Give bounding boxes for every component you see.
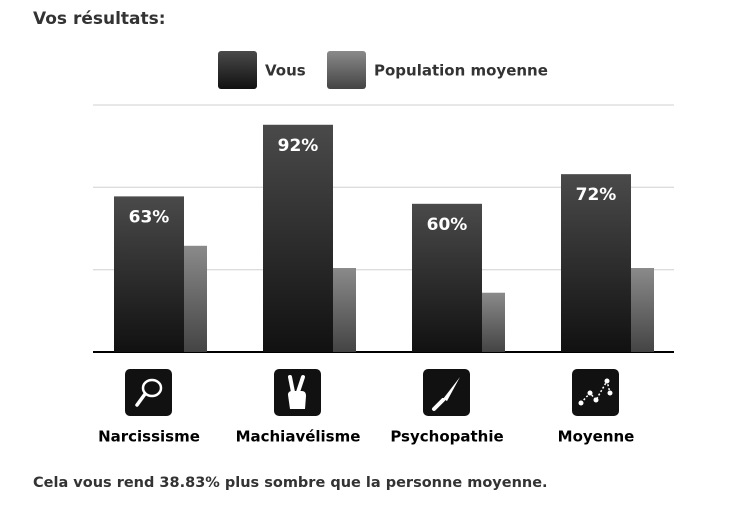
bar [184,245,207,352]
legend-label: Vous [265,62,306,80]
icons [125,369,619,416]
chart-title: Vos résultats: [33,9,166,29]
bar [263,124,333,352]
legend-swatch [327,51,366,89]
icon-fingers [274,369,321,416]
legend-label: Population moyenne [374,62,548,80]
legend-swatch [218,51,257,89]
bar [412,203,482,352]
icon-mirror [125,369,172,416]
x-tick-label: Psychopathie [390,428,503,446]
value-label: 63% [129,207,170,227]
x-tick-label: Narcissisme [98,428,200,446]
bar [561,174,631,352]
icon-network [572,369,619,416]
x-tick-label: Moyenne [558,428,635,446]
x-tick-label: Machiavélisme [236,428,361,446]
value-label: 92% [278,136,319,156]
value-label: 60% [427,215,468,235]
bar [631,268,654,352]
bar [482,292,505,352]
icon-knife [423,369,470,416]
value-label: 72% [576,185,617,205]
footer: Cela vous rend 38.83% plus sombre que la… [33,475,548,491]
bar [333,268,356,352]
bar [114,196,184,352]
